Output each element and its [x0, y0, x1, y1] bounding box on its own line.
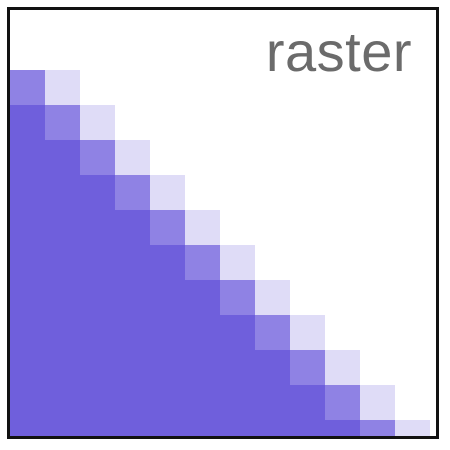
raster-faint-pixel	[80, 105, 115, 140]
raster-edge-pixel	[255, 315, 290, 350]
raster-edge-pixel	[325, 385, 360, 420]
raster-edge-pixel	[360, 420, 395, 436]
raster-faint-pixel	[290, 315, 325, 350]
raster-edge-pixel	[185, 245, 220, 280]
raster-faint-pixel	[45, 70, 80, 105]
raster-faint-pixel	[325, 350, 360, 385]
raster-solid-row	[10, 420, 360, 436]
raster-edge-pixel	[150, 210, 185, 245]
raster-edge-pixel	[45, 105, 80, 140]
raster-edge-pixel	[220, 280, 255, 315]
raster-faint-pixel	[185, 210, 220, 245]
raster-edge-pixel	[80, 140, 115, 175]
raster-illustration-frame: raster	[7, 7, 439, 439]
raster-solid-row	[10, 385, 325, 420]
raster-faint-pixel	[115, 140, 150, 175]
raster-solid-row	[10, 315, 255, 350]
raster-edge-pixel	[10, 70, 45, 105]
raster-solid-row	[10, 350, 290, 385]
raster-solid-row	[10, 140, 80, 175]
raster-edge-pixel	[290, 350, 325, 385]
raster-solid-row	[10, 210, 150, 245]
raster-faint-pixel	[220, 245, 255, 280]
raster-faint-pixel	[360, 385, 395, 420]
raster-edge-pixel	[115, 175, 150, 210]
raster-faint-pixel	[150, 175, 185, 210]
raster-faint-pixel	[255, 280, 290, 315]
raster-solid-row	[10, 105, 45, 140]
raster-triangle-graphic	[10, 70, 430, 436]
raster-solid-row	[10, 175, 115, 210]
raster-solid-row	[10, 245, 185, 280]
raster-faint-pixel	[395, 420, 430, 436]
raster-solid-row	[10, 280, 220, 315]
raster-label: raster	[265, 20, 412, 83]
